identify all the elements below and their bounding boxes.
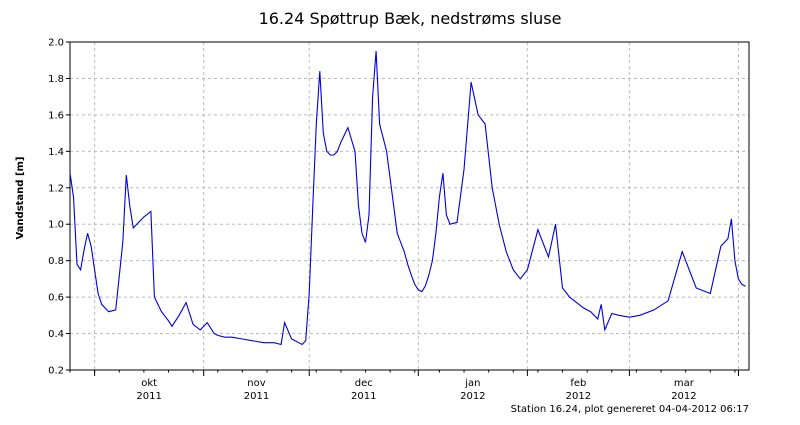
plot-frame [69,41,750,371]
y-axis-label: Vandstand [m] [15,156,26,239]
x-tick-label-month: mar [674,378,695,389]
x-tick-label-month: nov [247,378,265,389]
y-tick-label: 1.8 [48,74,64,85]
x-tick-label-year: 2012 [460,391,485,402]
x-tick-label-year: 2011 [244,391,269,402]
x-axis-ticks: okt 2011 nov 2011 dec 2011 jan 2012 feb 2012 mar 20… [69,370,739,402]
y-tick-label: 0.8 [48,256,64,267]
y-axis-ticks: 0.2 0.4 0.6 0.8 1.0 1.2 1.4 1.6 1.8 2.0 [48,38,70,377]
x-tick-label-year: 2011 [351,391,376,402]
x-tick-label-year: 2012 [671,391,696,402]
y-tick-label: 1.4 [48,147,64,158]
chart-footnote: Station 16.24, plot genereret 04-04-2012… [511,404,749,415]
grid-lines [70,42,749,370]
x-tick-label-month: dec [355,378,373,389]
y-tick-label: 1.2 [48,183,64,194]
chart-title: 16.24 Spøttrup Bæk, nedstrøms sluse [259,9,562,28]
x-tick-label-year: 2012 [566,391,591,402]
x-tick-label-year: 2011 [136,391,161,402]
y-tick-label: 0.4 [48,329,64,340]
y-tick-label: 1.6 [48,110,64,121]
x-tick-label-month: jan [464,378,480,389]
y-tick-label: 2.0 [48,38,64,49]
y-tick-label: 1.0 [48,220,64,231]
y-tick-label: 0.6 [48,293,64,304]
series-line-vandstand [69,51,746,346]
x-tick-label-month: feb [570,378,586,389]
y-tick-label: 0.2 [48,366,64,377]
x-tick-label-month: okt [141,378,157,389]
